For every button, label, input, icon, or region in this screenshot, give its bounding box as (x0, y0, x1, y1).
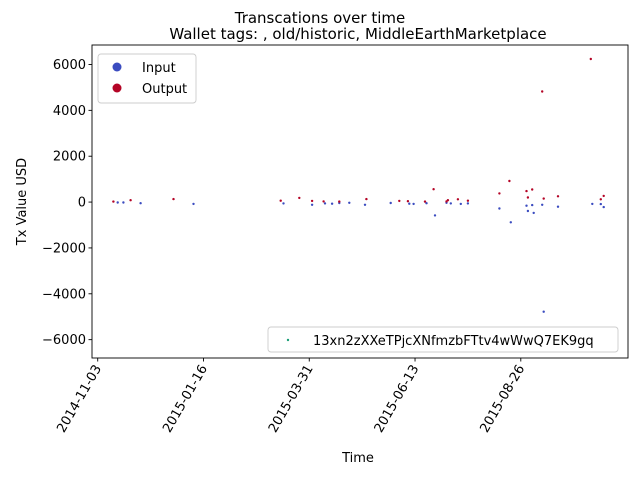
point-input (282, 202, 285, 205)
legend-top: Input Output (97, 53, 197, 104)
point-output (129, 199, 132, 202)
point-output (556, 195, 560, 198)
y-tick-label: −4000 (42, 287, 86, 302)
x-axis-label: Time (341, 451, 374, 466)
point-output (599, 198, 602, 201)
point-input (116, 201, 119, 204)
point-input (542, 310, 545, 313)
point-output (602, 194, 605, 198)
point-input (531, 203, 534, 207)
x-tick-label: 2015-06-13 (372, 363, 423, 436)
point-input (509, 221, 512, 224)
point-input (602, 205, 605, 209)
point-output (589, 57, 592, 61)
point-input (433, 214, 437, 217)
point-input (498, 207, 501, 210)
plot-frame (91, 44, 629, 359)
point-output (398, 199, 401, 203)
point-output (310, 199, 314, 203)
y-tick-label: 6000 (53, 58, 86, 73)
point-input (122, 201, 125, 204)
point-output (432, 188, 435, 191)
point-input (556, 205, 560, 208)
point-output (531, 188, 534, 191)
point-input (591, 202, 594, 206)
point-input (363, 203, 367, 206)
point-output (279, 199, 282, 202)
y-tick-label: 0 (78, 196, 86, 211)
point-input (599, 202, 602, 206)
y-tick-label: −6000 (42, 333, 86, 348)
x-tick-label: 2014-11-03 (54, 363, 105, 436)
point-input (408, 202, 411, 205)
point-input (425, 202, 428, 205)
point-output (112, 200, 115, 203)
point-input (541, 203, 544, 206)
y-tick-label: 2000 (53, 150, 86, 165)
y-tick-label: 4000 (53, 104, 86, 119)
point-input (526, 209, 530, 213)
x-tick-label: 2015-01-16 (160, 363, 211, 436)
point-input (412, 202, 415, 206)
x-tick-label: 2015-08-26 (477, 363, 528, 436)
point-input (192, 202, 195, 206)
point-output (508, 179, 511, 183)
point-input (330, 202, 334, 205)
point-output (542, 197, 545, 200)
point-output (525, 189, 528, 193)
point-output (498, 192, 501, 195)
legend-output-marker (112, 83, 122, 93)
point-output (298, 196, 301, 200)
point-output (526, 196, 530, 199)
legend-bottom: 13xn2zXXeTPjcXNfmzbFTtv4wWwQ7EK9gq (267, 326, 619, 353)
point-input (389, 201, 392, 205)
point-input (139, 202, 142, 205)
point-input (466, 202, 470, 205)
legend-top-frame (97, 53, 197, 104)
legend-output-label: Output (142, 82, 187, 97)
chart-title: Transcations over time (234, 9, 406, 27)
y-axis-label: Tx Value USD (15, 158, 30, 246)
point-output (338, 200, 341, 203)
point-output (456, 198, 460, 201)
point-output (365, 197, 368, 201)
y-axis-ticks: −6000 −4000 −2000 0 2000 4000 6000 (42, 58, 92, 348)
x-axis-ticks: 2014-11-03 2015-01-16 2015-03-31 2015-06-13… (54, 358, 528, 435)
legend-bottom-frame (267, 326, 619, 353)
point-input (532, 211, 535, 215)
legend-input-label: Input (142, 61, 176, 76)
point-output (423, 200, 427, 203)
legend-address-label: 13xn2zXXeTPjcXNfmzbFTtv4wWwQ7EK9gq (313, 334, 594, 349)
point-output (406, 200, 410, 203)
x-tick-label: 2015-03-31 (266, 363, 317, 436)
point-output (446, 199, 450, 202)
y-tick-label: −2000 (42, 241, 86, 256)
point-output (541, 90, 544, 93)
point-input (525, 204, 528, 207)
point-input (310, 203, 314, 206)
point-input (449, 202, 452, 205)
chart-subtitle: Wallet tags: , old/historic, MiddleEarth… (169, 25, 546, 43)
point-input (459, 202, 462, 206)
legend-address-marker (286, 338, 290, 342)
point-output (322, 200, 325, 203)
data-points (112, 57, 605, 313)
point-input (348, 201, 351, 204)
point-output (466, 199, 470, 202)
legend-input-marker (112, 62, 122, 72)
point-output (172, 197, 175, 201)
point-input (323, 202, 327, 205)
